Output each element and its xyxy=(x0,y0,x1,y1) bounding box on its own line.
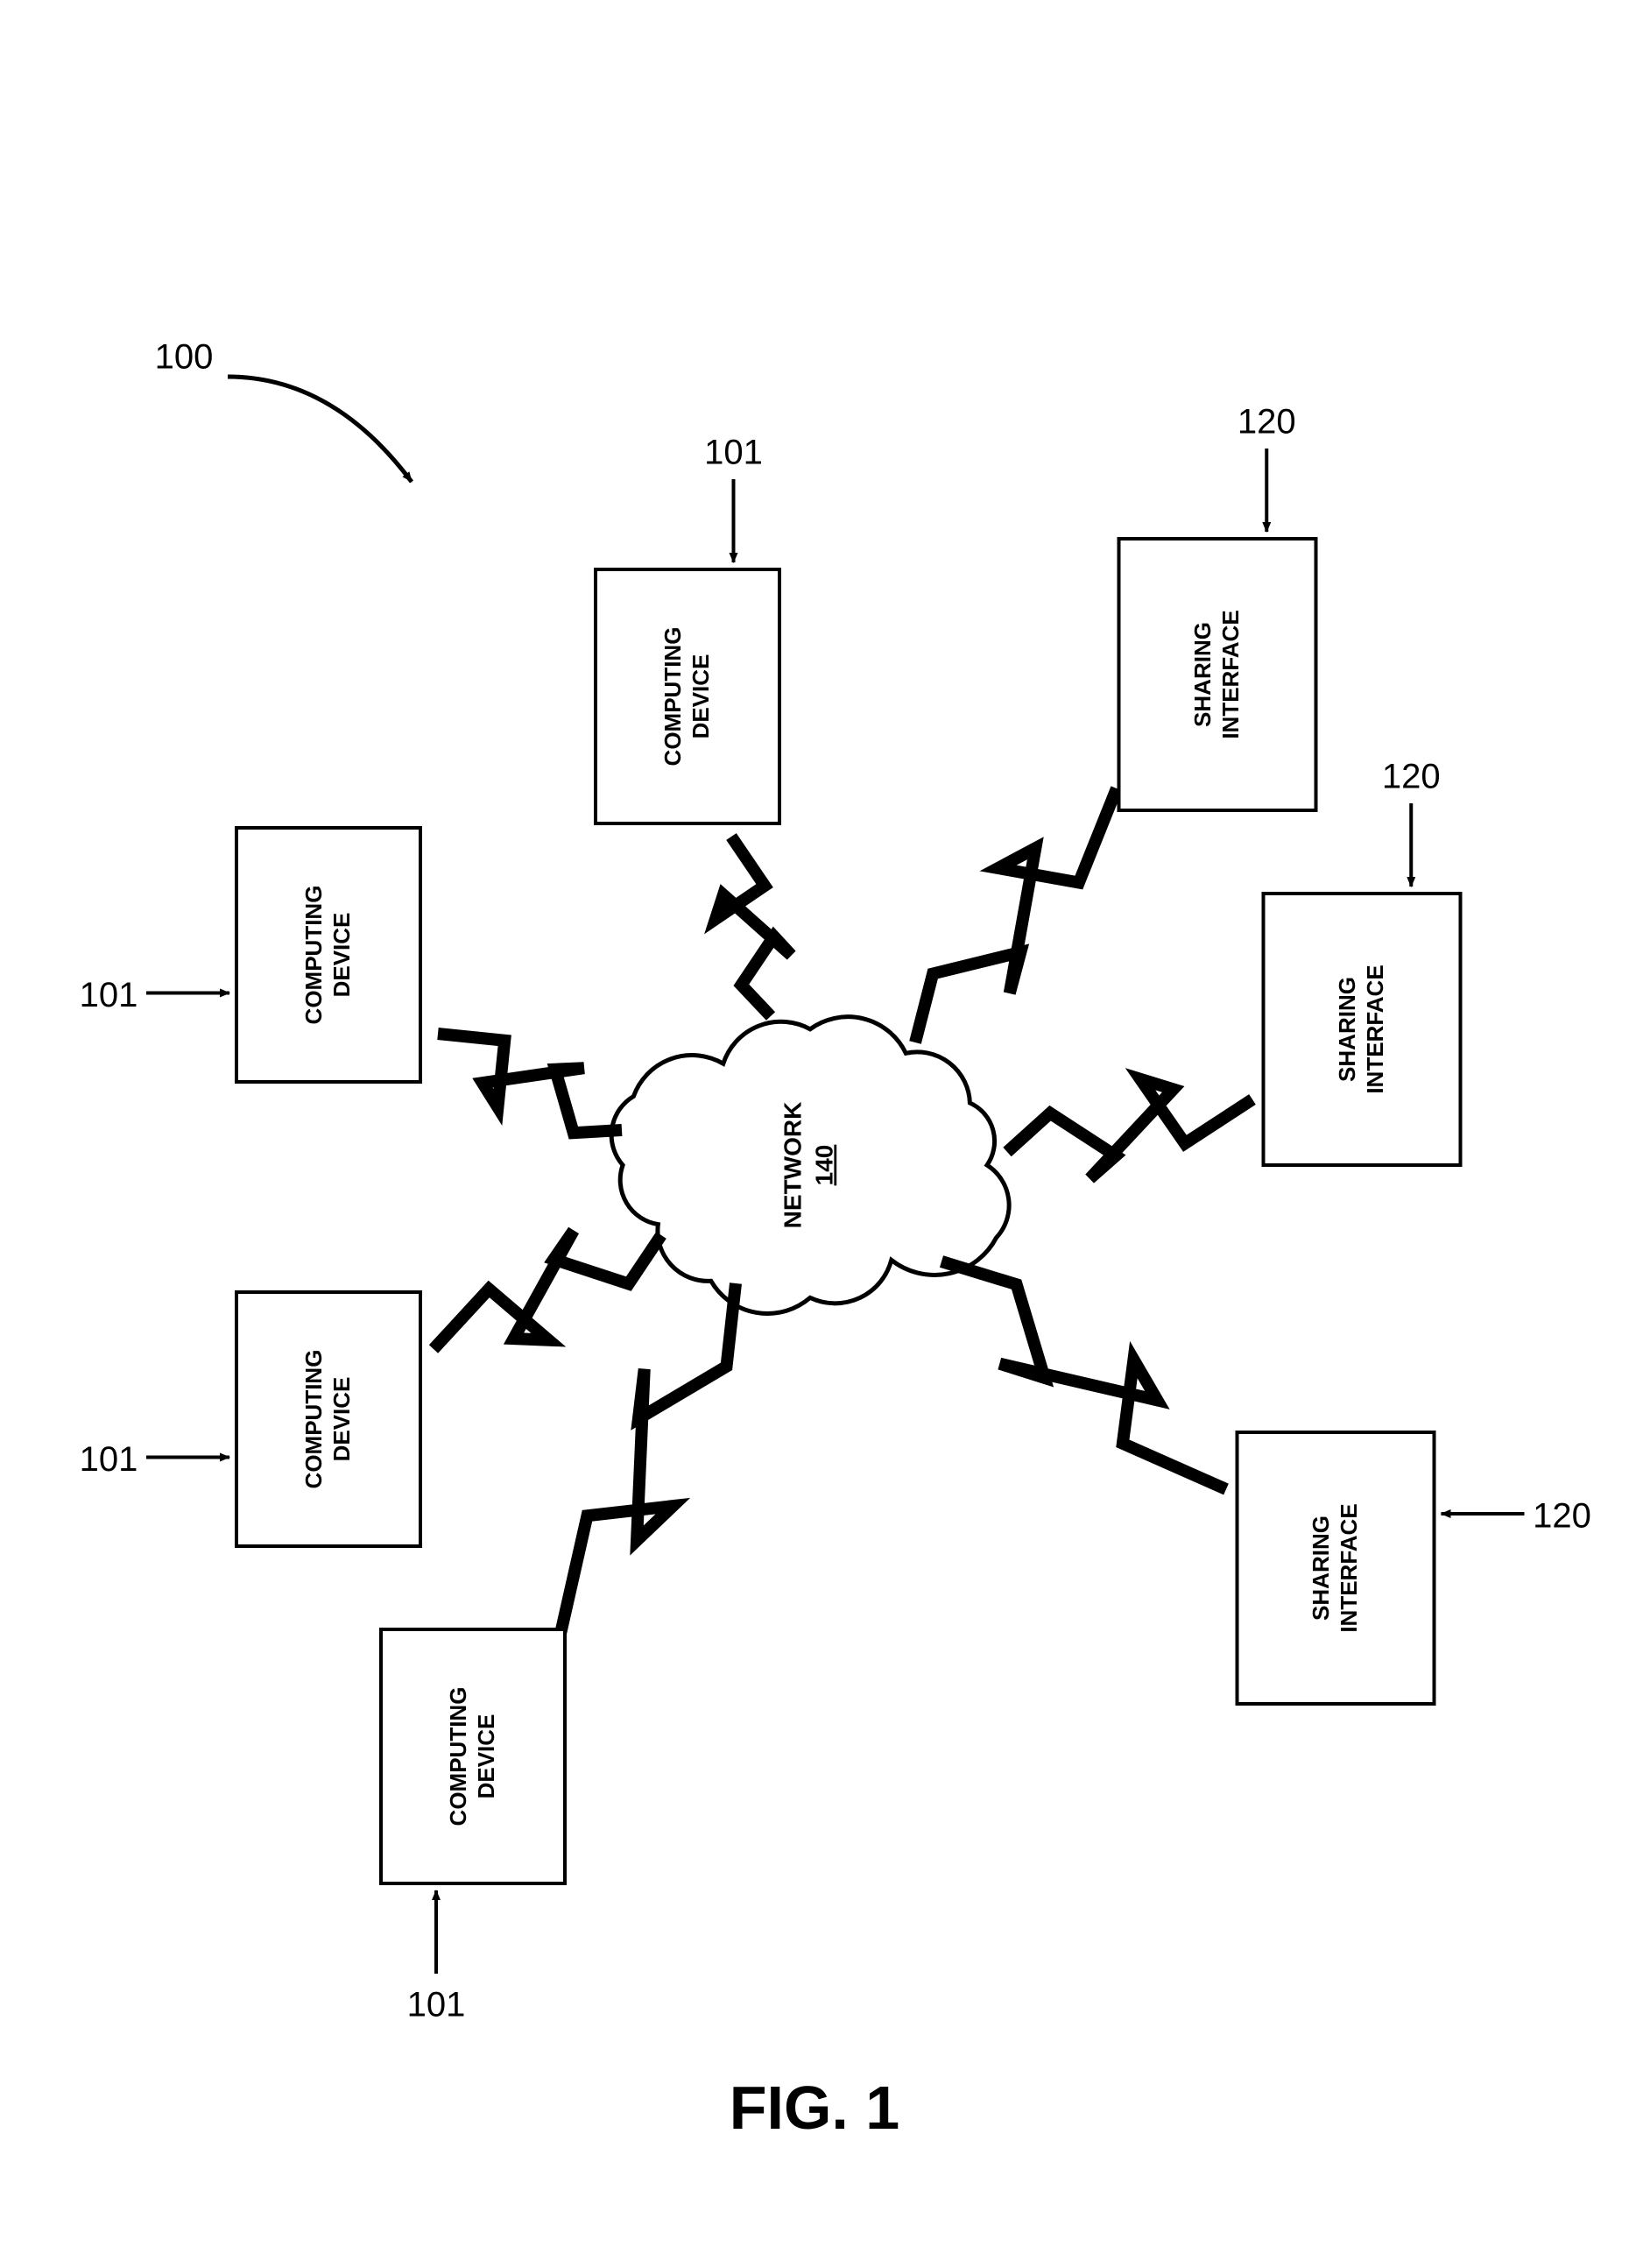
network-ref: 140 xyxy=(810,1145,837,1186)
si-top-label1: SHARING xyxy=(1189,622,1216,727)
bolt-si-bot xyxy=(941,1261,1226,1489)
bolt-cd-left-1 xyxy=(438,1034,622,1133)
cd-bot-label2: DEVICE xyxy=(473,1714,499,1799)
si-bot: SHARINGINTERFACE 120 xyxy=(1238,1432,1591,1704)
si-top-ref: 120 xyxy=(1238,403,1296,442)
cd-left-2-label1: COMPUTING xyxy=(300,1350,327,1489)
cd-top-label2: DEVICE xyxy=(688,654,714,739)
si-right-ref: 120 xyxy=(1382,758,1441,796)
figure-svg: 100 NETWORK140 COMPUTINGDEVICE101COMPUTI… xyxy=(0,0,1629,2268)
cd-left-2: COMPUTINGDEVICE 101 xyxy=(80,1292,420,1546)
si-bot-label1: SHARING xyxy=(1308,1516,1334,1621)
cd-left-2-ref: 101 xyxy=(80,1440,138,1479)
network-label: NETWORK xyxy=(779,1102,806,1229)
bolt-cd-left-2 xyxy=(434,1231,661,1349)
bolt-cd-top xyxy=(716,837,791,1016)
cd-top: COMPUTINGDEVICE 101 xyxy=(596,434,779,823)
system-ref-label: 100 xyxy=(155,338,214,377)
bolt-si-right xyxy=(1007,1079,1252,1179)
cd-left-1-ref: 101 xyxy=(80,976,138,1014)
si-right-label1: SHARING xyxy=(1334,977,1360,1082)
cd-bot: COMPUTINGDEVICE 101 xyxy=(381,1629,565,2024)
si-right: SHARINGINTERFACE 120 xyxy=(1264,758,1461,1165)
figure-caption: FIG. 1 xyxy=(730,2074,899,2142)
cd-bot-ref: 101 xyxy=(407,1986,466,2024)
cd-top-label1: COMPUTING xyxy=(659,627,686,767)
bolt-si-top xyxy=(915,788,1117,1042)
cd-left-1: COMPUTINGDEVICE 101 xyxy=(80,828,420,1082)
figure-stage: 100 NETWORK140 COMPUTINGDEVICE101COMPUTI… xyxy=(0,0,1629,2268)
cd-left-1-label2: DEVICE xyxy=(328,913,355,998)
system-ref-arrow xyxy=(228,377,412,482)
cd-top-ref: 101 xyxy=(704,434,763,472)
cd-bot-label1: COMPUTING xyxy=(445,1687,471,1826)
cd-left-2-label2: DEVICE xyxy=(328,1377,355,1462)
si-bot-label2: INTERFACE xyxy=(1336,1503,1362,1632)
si-right-label2: INTERFACE xyxy=(1362,964,1388,1093)
si-top-label2: INTERFACE xyxy=(1217,610,1244,738)
cd-left-1-label1: COMPUTING xyxy=(300,886,327,1025)
bolt-cd-bot xyxy=(561,1283,736,1634)
si-bot-ref: 120 xyxy=(1533,1497,1591,1536)
si-top: SHARINGINTERFACE 120 xyxy=(1119,403,1316,810)
